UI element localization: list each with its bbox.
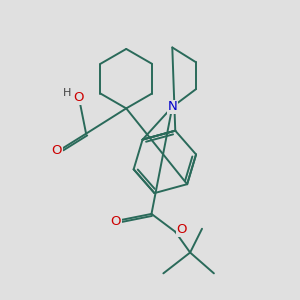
Text: H: H	[63, 88, 71, 98]
Text: O: O	[74, 91, 84, 104]
Text: O: O	[111, 215, 121, 228]
Text: N: N	[167, 100, 177, 113]
Text: O: O	[177, 223, 187, 236]
Text: O: O	[52, 143, 62, 157]
